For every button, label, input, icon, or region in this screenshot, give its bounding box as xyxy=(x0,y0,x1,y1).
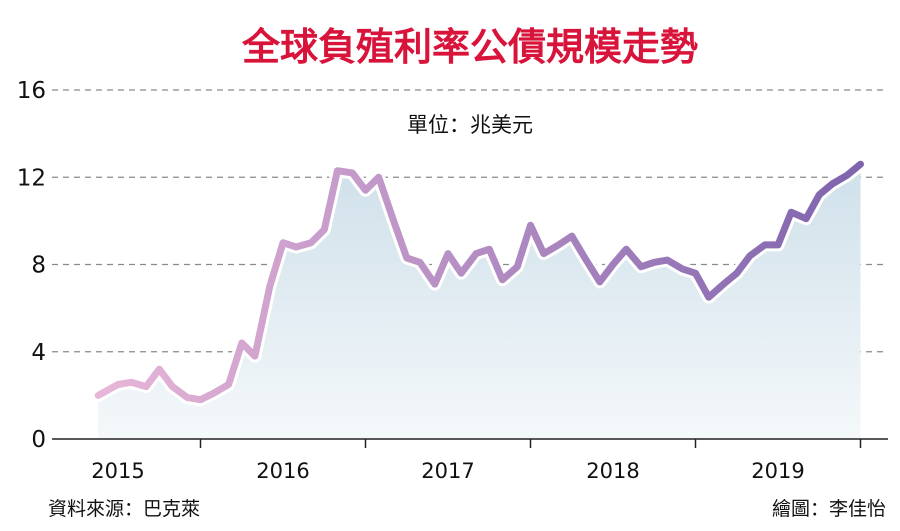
chart-title: 全球負殖利率公債規模走勢 xyxy=(241,25,698,69)
credit-note: 繪圖：李佳怡 xyxy=(772,498,886,520)
y-tick-label-16: 16 xyxy=(17,78,46,104)
x-tick-label-2017: 2017 xyxy=(421,459,474,483)
y-axis-ticks: 0 4 8 12 16 xyxy=(17,78,46,453)
x-tick-label-2016: 2016 xyxy=(256,459,309,483)
y-tick-label-4: 4 xyxy=(31,340,46,366)
source-note: 資料來源：巴克萊 xyxy=(48,498,200,520)
unit-label: 單位：兆美元 xyxy=(407,113,533,137)
x-axis-ticks: 2015 2016 2017 2018 2019 xyxy=(52,438,888,483)
area-layer xyxy=(91,157,867,439)
series-line xyxy=(94,160,864,404)
x-tick-label-2019: 2019 xyxy=(751,459,804,483)
x-tick-label-2015: 2015 xyxy=(91,459,144,483)
y-tick-label-0: 0 xyxy=(31,427,46,453)
area-fill xyxy=(98,164,861,439)
y-tick-label-12: 12 xyxy=(17,165,46,191)
y-tick-label-8: 8 xyxy=(31,253,46,279)
x-tick-label-2018: 2018 xyxy=(586,459,639,483)
